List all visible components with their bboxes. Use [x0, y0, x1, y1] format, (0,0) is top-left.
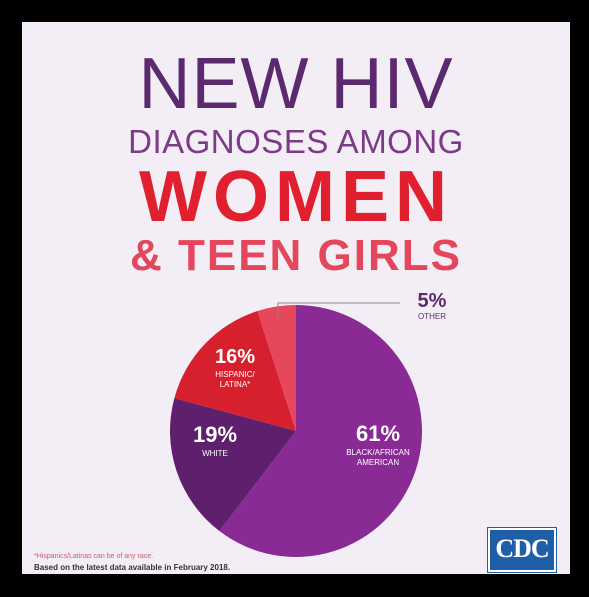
other-leader-line: [277, 302, 400, 318]
pie-slice: [219, 305, 422, 557]
headline-line-3: WOMEN: [139, 157, 453, 237]
cdc-logo: CDC: [488, 528, 556, 572]
slice-percent-label: 19%: [193, 422, 237, 447]
slice-category-label: HISPANIC/: [215, 370, 255, 379]
headline-line-4: & TEEN GIRLS: [129, 231, 463, 280]
slice-percent-label: 61%: [356, 421, 400, 446]
slice-category-label: LATINA*: [220, 380, 251, 389]
slice-category-label: BLACK/AFRICAN: [346, 448, 410, 457]
slice-percent-label: 16%: [215, 346, 255, 368]
pie-slice: [174, 311, 296, 431]
pie-slice: [170, 398, 296, 532]
infographic-card: NEW HIV DIAGNOSES AMONG WOMEN & TEEN GIR…: [22, 22, 570, 574]
slice-category-label: OTHER: [418, 312, 446, 321]
pie-slice: [257, 305, 296, 431]
footnote: *Hispanics/Latinas can be of any race.: [34, 553, 154, 560]
slice-category-label: WHITE: [202, 449, 228, 458]
slice-percent-label: 5%: [418, 290, 447, 312]
data-source-note: Based on the latest data available in Fe…: [34, 563, 231, 572]
slice-category-label: AMERICAN: [357, 458, 399, 467]
headline-line-2: DIAGNOSES AMONG: [128, 123, 464, 160]
headline-line-1: NEW HIV: [138, 44, 454, 124]
